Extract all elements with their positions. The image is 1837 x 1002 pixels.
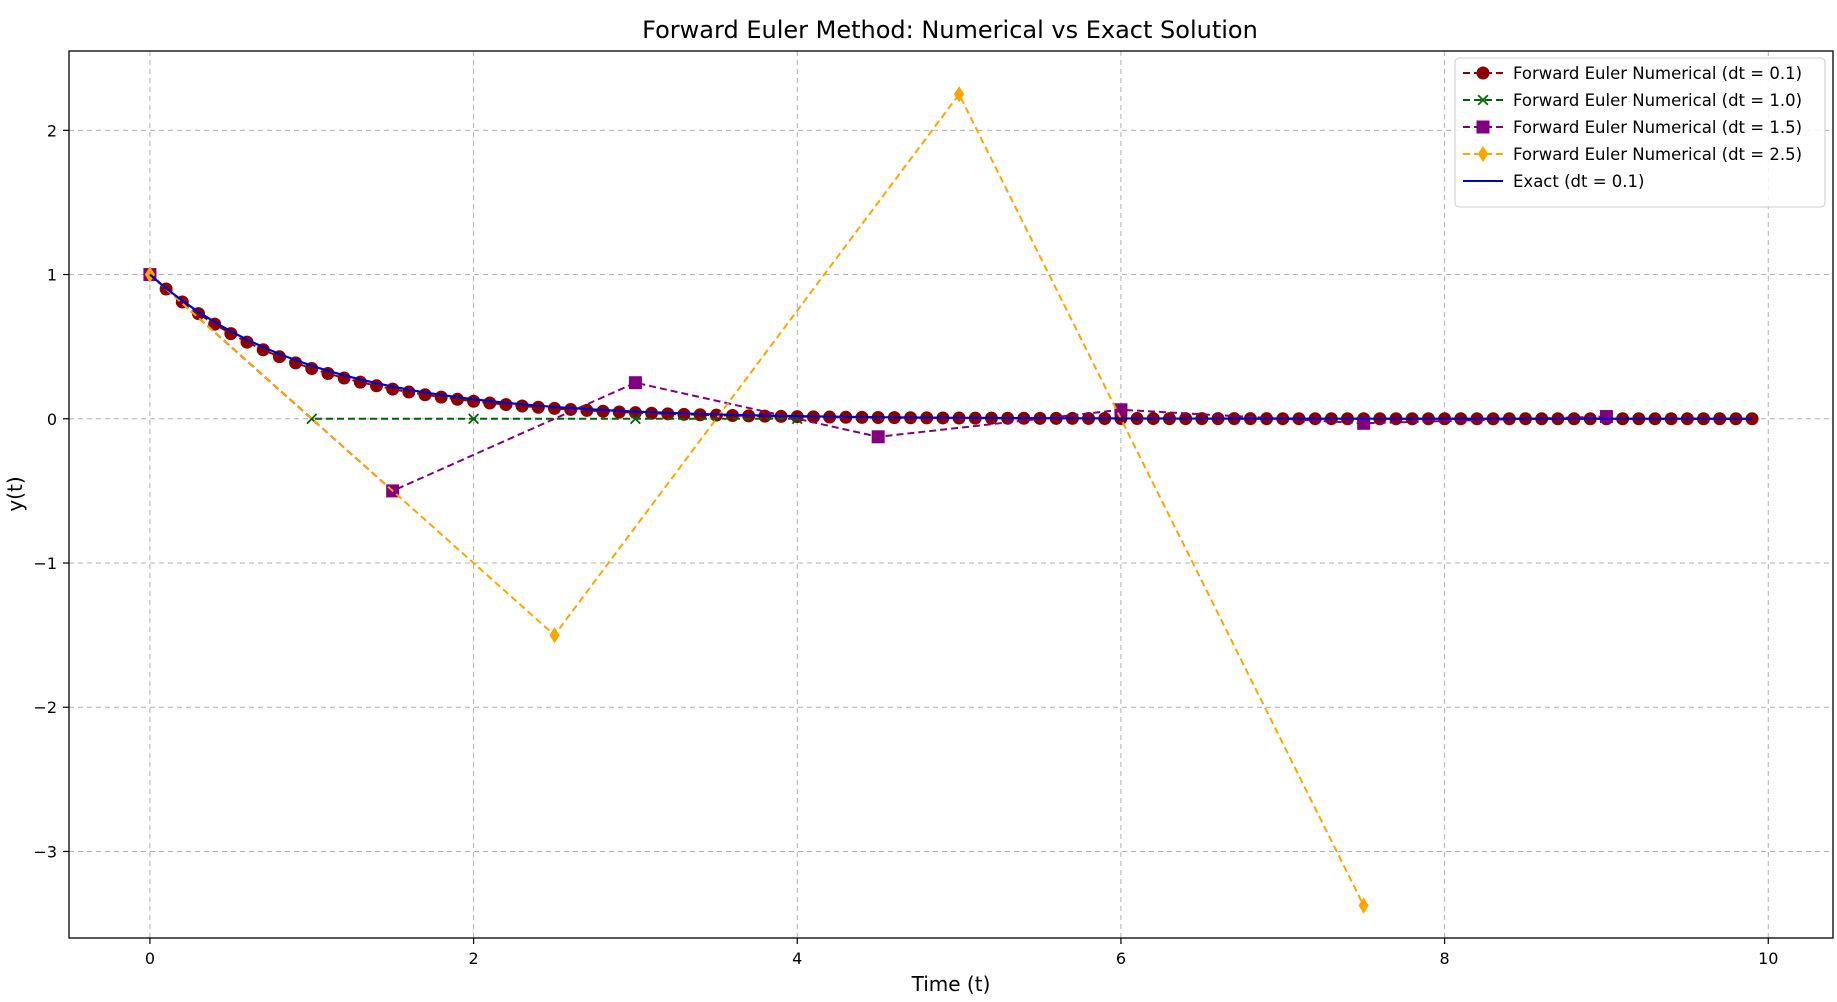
data-point: [564, 402, 578, 416]
data-point: [1358, 897, 1369, 914]
data-point: [434, 390, 448, 404]
data-point: [483, 396, 497, 410]
data-point: [468, 413, 480, 425]
data-point: [871, 430, 885, 444]
data-point: [549, 626, 560, 644]
plot-frame: [68, 50, 1834, 939]
legend-label: Forward Euler Numerical (dt = 1.5): [1513, 118, 1802, 137]
series-line: [149, 92, 1365, 906]
y-tick-label: 2: [47, 121, 57, 140]
legend-marker: [1476, 120, 1490, 134]
data-point: [1599, 410, 1613, 424]
x-tick-label: 6: [1116, 949, 1126, 968]
x-tick-label: 4: [792, 949, 802, 968]
legend-label: Forward Euler Numerical (dt = 1.0): [1513, 91, 1802, 110]
data-point: [531, 400, 545, 414]
chart-title: Forward Euler Method: Numerical vs Exact…: [642, 16, 1258, 44]
data-point: [629, 413, 641, 425]
x-tick-label: 8: [1440, 949, 1450, 968]
data-point: [548, 401, 562, 415]
data-point: [1357, 416, 1371, 430]
legend-marker: [1476, 66, 1490, 80]
legend-item: Forward Euler Numerical (dt = 1.5): [1463, 118, 1802, 137]
y-tick-label: 0: [47, 410, 57, 429]
data-point: [499, 398, 513, 412]
legend: Forward Euler Numerical (dt = 0.1) Forwar…: [1454, 57, 1826, 208]
legend-marker: [1477, 145, 1489, 163]
x-tick-label: 10: [1758, 949, 1778, 968]
axis-ticks: 0 2 4 6 8 10 −3 −2 −1 0 1 2: [33, 121, 1778, 968]
data-point: [515, 399, 529, 413]
data-point: [1114, 403, 1128, 417]
data-point: [467, 394, 481, 408]
legend-item: Forward Euler Numerical (dt = 2.5): [1463, 145, 1802, 164]
legend-label: Forward Euler Numerical (dt = 2.5): [1513, 145, 1802, 164]
legend-item: Forward Euler Numerical (dt = 0.1): [1463, 64, 1802, 83]
y-tick-label: −1: [33, 554, 57, 573]
data-point: [418, 388, 432, 402]
data-point: [450, 392, 464, 406]
x-tick-label: 2: [468, 949, 478, 968]
legend-item: Exact (dt = 0.1): [1463, 172, 1644, 191]
data-point: [144, 266, 156, 283]
legend-marker: [1477, 94, 1489, 106]
y-tick-label: 1: [47, 266, 57, 285]
series-layer: [143, 86, 1759, 914]
series-5: [149, 273, 1753, 420]
x-tick-label: 0: [145, 949, 155, 968]
data-point: [954, 86, 965, 103]
x-axis-label: Time (t): [911, 972, 991, 996]
legend-item: Forward Euler Numerical (dt = 1.0): [1463, 91, 1802, 110]
legend-label: Exact (dt = 0.1): [1513, 172, 1644, 191]
legend-label: Forward Euler Numerical (dt = 0.1): [1513, 64, 1802, 83]
y-tick-label: −2: [33, 698, 57, 717]
y-tick-label: −3: [33, 842, 57, 861]
series-line: [149, 273, 1753, 420]
data-point: [628, 376, 642, 390]
legend-box: [1454, 57, 1826, 208]
series-4: [144, 86, 1369, 914]
y-axis-label: y(t): [3, 476, 27, 511]
